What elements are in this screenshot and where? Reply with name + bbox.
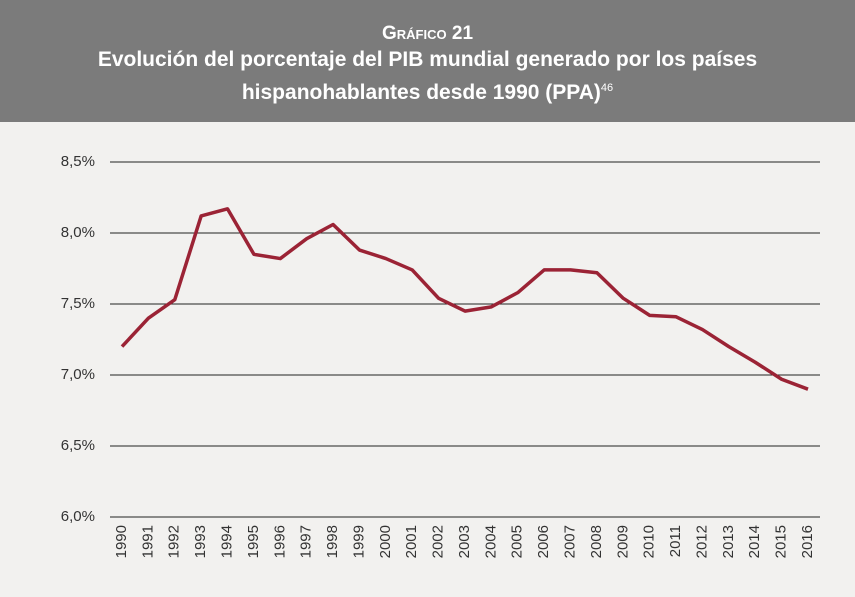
x-tick-label: 1997 (298, 525, 315, 558)
chart: 6,0% 6,5% 7,0% 7,5% 8,0% 8,5% 1990 1991 1992 1993… (0, 122, 855, 597)
y-tick-label: 7,0% (61, 366, 95, 383)
y-tick-label: 8,5% (61, 153, 95, 170)
x-tick-label: 2012 (693, 525, 710, 558)
x-tick-label: 1996 (271, 525, 288, 558)
y-tick-label: 6,0% (61, 508, 95, 525)
chart-title-wrap: Evolución del porcentaje del PIB mundial… (40, 46, 815, 107)
x-tick-label: 2010 (641, 525, 658, 558)
x-tick-label: 2009 (614, 525, 631, 558)
x-tick-label: 2002 (430, 525, 447, 558)
footnote-ref: 46 (600, 82, 614, 94)
x-tick-label: 1995 (245, 525, 262, 558)
y-tick-label: 6,5% (61, 437, 95, 454)
x-tick-label: 2013 (720, 525, 737, 558)
x-tick-label: 1999 (350, 525, 367, 558)
x-tick-label: 1993 (192, 525, 209, 558)
x-tick-label: 2016 (799, 525, 816, 558)
x-tick-label: 2011 (667, 525, 684, 557)
x-tick-label: 1992 (166, 525, 183, 558)
x-tick-label: 1998 (324, 525, 341, 558)
x-tick-label: 1994 (219, 525, 236, 558)
x-tick-label: 2008 (588, 525, 605, 558)
x-tick-label: 2006 (535, 525, 552, 558)
line (120, 207, 809, 391)
x-tick-label: 1991 (139, 525, 156, 558)
x-tick-label: 2004 (482, 525, 499, 558)
x-tick-label: 2005 (509, 525, 526, 558)
chart-title: Evolución del porcentaje del PIB mundial… (97, 48, 758, 104)
y-tick-label: 8,0% (61, 224, 95, 241)
x-tick-label: 2001 (403, 525, 420, 558)
x-tick-label: 2014 (746, 525, 763, 558)
x-tick-label: 2000 (377, 525, 394, 558)
x-tick-label: 2015 (773, 525, 790, 558)
y-tick-label: 7,5% (61, 295, 95, 312)
header: Gráfico 21 Evolución del porcentaje del … (0, 0, 855, 122)
x-tick-label: 1990 (113, 525, 130, 558)
panel (0, 122, 855, 597)
chart-label: Gráfico 21 (381, 23, 474, 44)
x-tick-label: 2003 (456, 525, 473, 558)
x-tick-label: 2007 (562, 525, 579, 558)
